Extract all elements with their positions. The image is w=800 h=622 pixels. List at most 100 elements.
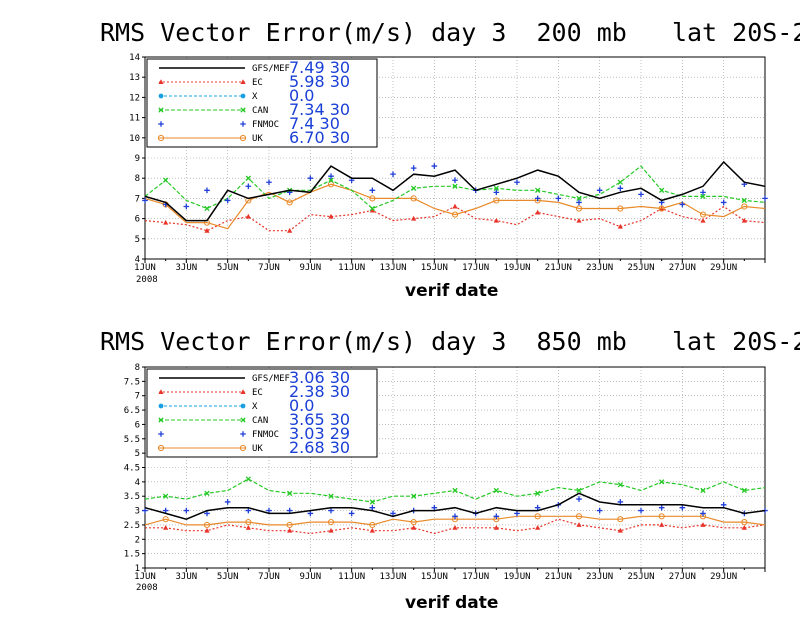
x-tick-label: 9JUN (299, 263, 321, 273)
y-tick-label: 4 (135, 255, 140, 265)
point-uk (162, 516, 169, 523)
legend-stat-fnmoc: 3.03 29 (289, 424, 350, 443)
point-uk (658, 513, 665, 520)
point-can (369, 499, 375, 505)
series-fnmoc (142, 163, 768, 210)
point-ec (369, 527, 375, 533)
legend-marker-x (240, 403, 246, 409)
point-uk (741, 518, 748, 526)
y-tick-label: 8 (135, 363, 140, 373)
series-uk (144, 513, 766, 529)
legend: GFS/MEF 3.06 30 EC 2.38 30 X 0.0 CAN 3.65 30 FNM… (146, 368, 378, 458)
legend-stat-x: 0.0 (289, 396, 314, 415)
point-fnmoc (307, 175, 314, 181)
point-ec (493, 217, 499, 223)
legend-name-x: X (252, 92, 258, 102)
line-can (144, 165, 766, 210)
legend-stat-gfs: 3.06 30 (289, 368, 350, 387)
point-uk (575, 205, 583, 212)
point-ec (245, 525, 251, 530)
plot-panel-0: 4 5 6 7 8 9 10 11 12 13 14 1JUN 3JUN 5JUN 7JUN 9JUN 11JU… (129, 53, 768, 285)
x-tick-label: 7JUN (258, 263, 280, 273)
point-uk (203, 521, 211, 529)
point-uk (410, 195, 417, 202)
point-fnmoc (328, 507, 334, 514)
point-fnmoc (142, 507, 148, 514)
point-fnmoc (555, 195, 562, 202)
legend-stat-uk: 6.70 30 (289, 128, 350, 147)
y-tick-label: 4 (135, 478, 140, 488)
legend-marker-ec (158, 79, 164, 84)
legend-marker-ec (240, 79, 246, 84)
point-uk (245, 518, 252, 526)
x-tick-label: 9JUN (299, 572, 321, 582)
legend-name-ec: EC (252, 78, 263, 88)
chart-title-200mb: RMS Vector Error(m/s) day 3 200 mb lat 2… (100, 18, 800, 47)
legend: GFS/MEF 7.49 30 EC 5.98 30 X 0.0 CAN 7.34 30 FNM… (146, 58, 378, 148)
point-can (411, 493, 417, 499)
point-uk (617, 516, 624, 523)
point-uk (699, 211, 707, 218)
point-fnmoc (638, 191, 644, 198)
x-tick-label: 17JUN (462, 572, 489, 582)
point-fnmoc (431, 163, 438, 169)
legend-marker-x (158, 93, 164, 99)
legend-box (146, 368, 378, 458)
legend-box (146, 58, 378, 148)
legend-marker-fnmoc (158, 431, 164, 437)
point-uk (369, 195, 376, 202)
point-can (411, 185, 417, 191)
chart-title-850mb: RMS Vector Error(m/s) day 3 850 mb lat 2… (100, 327, 800, 356)
legend-name-uk: UK (252, 134, 263, 144)
legend-name-fnmoc: FNMOC (252, 430, 279, 440)
line-uk (144, 183, 766, 230)
point-fnmoc (596, 187, 603, 194)
point-fnmoc (410, 165, 417, 171)
point-ec (163, 219, 169, 225)
x-tick-label: 13JUN (379, 263, 406, 273)
y-tick-label: 7 (135, 194, 140, 204)
point-fnmoc (431, 504, 438, 511)
point-ec (287, 227, 293, 233)
point-uk (575, 513, 583, 520)
point-can (700, 193, 706, 200)
x-tick-label: 27JUN (669, 572, 696, 582)
y-tick-label: 5 (135, 235, 140, 245)
legend-marker-fnmoc (158, 121, 164, 127)
point-ec (204, 227, 210, 233)
y-tick-label: 8 (135, 174, 140, 184)
legend-marker-x (240, 93, 246, 99)
series-can (144, 165, 766, 212)
line-gfs (144, 160, 766, 222)
y-tick-label: 14 (129, 53, 140, 63)
legend-stat-fnmoc: 7.4 30 (289, 114, 340, 133)
point-ec (700, 522, 706, 527)
point-fnmoc (658, 504, 665, 511)
point-fnmoc (679, 201, 686, 208)
point-fnmoc (204, 187, 210, 194)
x-axis-label-850mb: verif date (405, 593, 499, 613)
legend-name-can: CAN (252, 416, 268, 426)
point-uk (451, 211, 459, 218)
y-tick-label: 2 (135, 535, 140, 545)
point-fnmoc (369, 187, 376, 194)
legend-marker-ec (240, 389, 246, 394)
point-fnmoc (328, 173, 334, 179)
point-can (659, 187, 665, 193)
point-ec (163, 525, 169, 530)
point-fnmoc (183, 203, 190, 210)
point-fnmoc (183, 507, 190, 514)
point-uk (741, 203, 748, 210)
legend-marker-can (158, 107, 164, 113)
point-fnmoc (245, 183, 252, 190)
plot-panel-1: 1 1.5 2 2.5 3 3.5 4 4.5 5 5.5 6 6.5 7 7.5 8 1JUN 3JUN 5JU… (124, 363, 768, 593)
point-can (452, 183, 458, 189)
legend-name-gfs: GFS/MEF (252, 64, 290, 74)
point-can (204, 490, 210, 497)
x-tick-label: 7JUN (258, 572, 280, 582)
point-fnmoc (576, 199, 582, 206)
x-tick-label: 5JUN (217, 572, 239, 582)
point-fnmoc (286, 507, 293, 514)
point-can (245, 175, 251, 181)
y-tick-label: 1 (135, 564, 140, 574)
